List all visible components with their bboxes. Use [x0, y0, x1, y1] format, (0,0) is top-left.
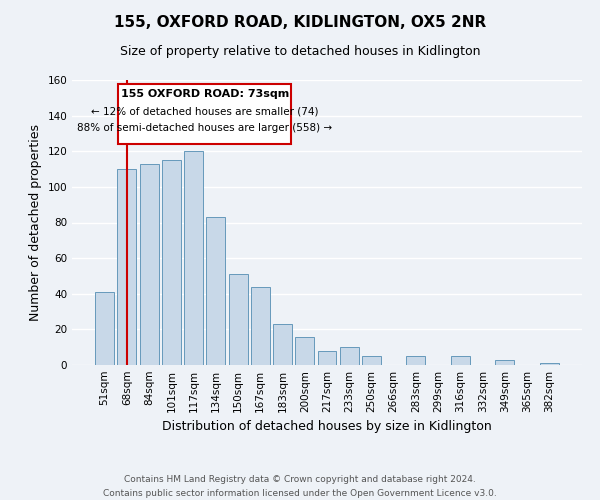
- Text: 88% of semi-detached houses are larger (558) →: 88% of semi-detached houses are larger (…: [77, 122, 332, 132]
- Text: 155 OXFORD ROAD: 73sqm: 155 OXFORD ROAD: 73sqm: [121, 89, 289, 99]
- Bar: [340, 347, 359, 365]
- Bar: [317, 351, 337, 365]
- Text: Size of property relative to detached houses in Kidlington: Size of property relative to detached ho…: [120, 45, 480, 58]
- Bar: [229, 274, 248, 365]
- Bar: [118, 169, 136, 365]
- Bar: [362, 356, 381, 365]
- Bar: [273, 324, 292, 365]
- FancyBboxPatch shape: [118, 84, 292, 144]
- Y-axis label: Number of detached properties: Number of detached properties: [29, 124, 42, 321]
- Bar: [162, 160, 181, 365]
- Bar: [251, 286, 270, 365]
- Bar: [406, 356, 425, 365]
- Text: 155, OXFORD ROAD, KIDLINGTON, OX5 2NR: 155, OXFORD ROAD, KIDLINGTON, OX5 2NR: [114, 15, 486, 30]
- X-axis label: Distribution of detached houses by size in Kidlington: Distribution of detached houses by size …: [162, 420, 492, 434]
- Bar: [206, 217, 225, 365]
- Bar: [184, 151, 203, 365]
- Bar: [451, 356, 470, 365]
- Bar: [295, 336, 314, 365]
- Bar: [95, 292, 114, 365]
- Text: ← 12% of detached houses are smaller (74): ← 12% of detached houses are smaller (74…: [91, 106, 319, 117]
- Bar: [140, 164, 158, 365]
- Bar: [496, 360, 514, 365]
- Bar: [540, 363, 559, 365]
- Text: Contains HM Land Registry data © Crown copyright and database right 2024.
Contai: Contains HM Land Registry data © Crown c…: [103, 476, 497, 498]
